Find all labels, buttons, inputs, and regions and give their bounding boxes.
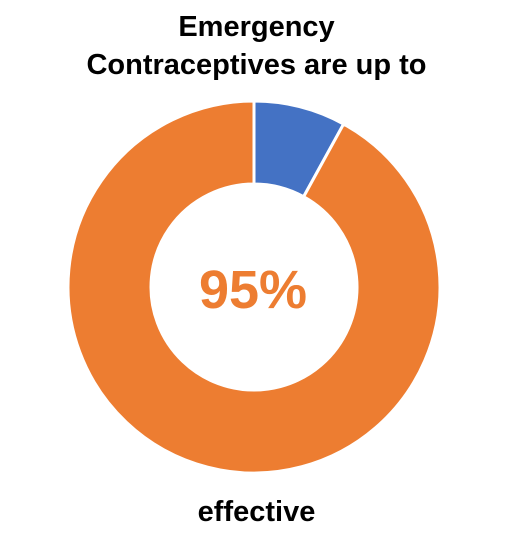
donut-slices <box>66 99 442 475</box>
chart-title: Emergency Contraceptives are up to <box>0 8 513 84</box>
title-line-1: Emergency <box>178 11 335 43</box>
title-line-2: Contraceptives are up to <box>86 49 427 81</box>
center-percentage-label: 95% <box>199 260 307 320</box>
chart-footer-label: effective <box>197 496 316 528</box>
donut-slice-large <box>66 99 442 475</box>
